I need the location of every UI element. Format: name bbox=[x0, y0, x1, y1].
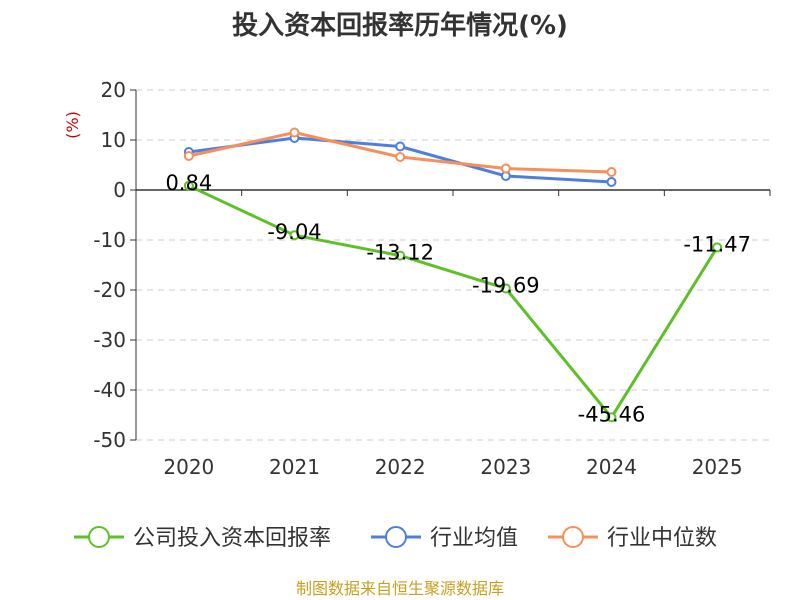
x-tick-label-2023: 2023 bbox=[480, 455, 531, 479]
series-point-0-4 bbox=[606, 412, 617, 423]
legend-marker-2 bbox=[562, 526, 584, 548]
y-tick-label-2: 0 bbox=[113, 178, 126, 202]
data-label-2021: -9.04 bbox=[267, 220, 321, 244]
x-tick-label-2025: 2025 bbox=[692, 455, 743, 479]
series-point-2-1 bbox=[289, 127, 300, 138]
legend-label-2: 行业中位数 bbox=[607, 526, 717, 551]
chart-title: 投入资本回报率历年情况(%) bbox=[232, 10, 568, 41]
series-point-2-0 bbox=[183, 151, 194, 161]
series-point-2-4 bbox=[606, 167, 617, 177]
legend-marker-1 bbox=[385, 526, 407, 548]
series-lines bbox=[183, 127, 723, 423]
series-point-0-3 bbox=[500, 283, 511, 294]
y-tick-label-3: -10 bbox=[93, 228, 126, 252]
series-point-0-0 bbox=[183, 180, 194, 191]
series-point-1-2 bbox=[395, 141, 406, 152]
gridlines bbox=[136, 89, 770, 441]
source-note: 制图数据来自恒生聚源数据库 bbox=[296, 579, 504, 598]
legend-label-1: 行业均值 bbox=[430, 526, 518, 551]
y-tick-label-6: -40 bbox=[93, 378, 126, 402]
y-tick-label-5: -30 bbox=[93, 328, 126, 352]
series-point-0-1 bbox=[289, 230, 300, 241]
x-tick-label-2024: 2024 bbox=[586, 455, 637, 479]
series-point-2-3 bbox=[500, 163, 511, 174]
y-tick-label-7: -50 bbox=[93, 428, 126, 452]
data-label-2022: -13.12 bbox=[366, 241, 434, 265]
series-line-0 bbox=[188, 184, 719, 419]
data-label-2023: -19.69 bbox=[472, 273, 540, 297]
y-axis-label: (%) bbox=[63, 111, 82, 139]
y-tick-label-4: -20 bbox=[93, 278, 126, 302]
data-label-2020: 0.84 bbox=[165, 171, 212, 195]
x-tick-label-2022: 2022 bbox=[375, 455, 426, 479]
data-label-2025: -11.47 bbox=[683, 232, 751, 256]
series-point-1-4 bbox=[606, 177, 617, 187]
x-tick-label-2020: 2020 bbox=[163, 455, 214, 479]
axes: 20 10 0 -10 -20 -30 -40 -50 2020 2021 2022 2023 2024… bbox=[93, 78, 771, 479]
series-point-0-5 bbox=[712, 242, 723, 253]
y-tick-label-0: 20 bbox=[101, 78, 126, 102]
legend-label-0: 公司投入资本回报率 bbox=[133, 526, 331, 551]
data-labels: 0.84 -9.04 -13.12 -19.69 -45.46 -11.47 bbox=[165, 171, 751, 426]
y-tick-label-1: 10 bbox=[101, 128, 126, 152]
series-point-0-2 bbox=[395, 250, 406, 261]
series-point-2-2 bbox=[395, 152, 406, 162]
legend-marker-0 bbox=[88, 526, 110, 548]
legend: 公司投入资本回报率 行业均值 行业中位数 bbox=[74, 526, 717, 551]
data-label-2024: -45.46 bbox=[578, 402, 646, 426]
x-tick-label-2021: 2021 bbox=[269, 455, 320, 479]
